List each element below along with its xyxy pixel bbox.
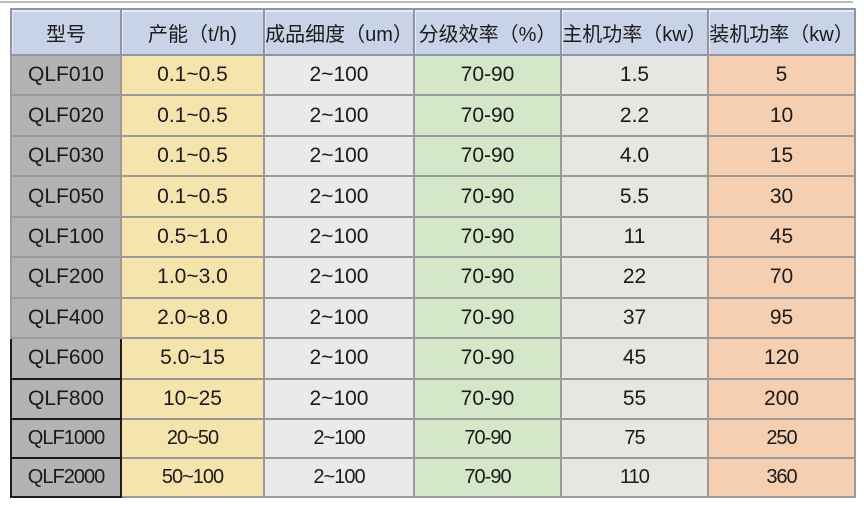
cell-model: QLF050 [10, 175, 122, 218]
cell-main-power: 1.5 [560, 53, 709, 97]
header-row: 型号 产能（t/h) 成品细度（um） 分级效率（%） 主机功率（kw） 装机功… [10, 8, 856, 56]
cell-fineness: 2~100 [263, 215, 415, 259]
table-row: QLF100 0.5~1.0 2~100 70-90 11 45 [10, 215, 856, 259]
cell-capacity: 0.5~1.0 [120, 215, 265, 259]
cell-capacity: 0.1~0.5 [120, 175, 265, 218]
cell-main-power: 22 [560, 256, 709, 299]
cell-efficiency: 70-90 [413, 296, 562, 340]
cell-model: QLF010 [10, 53, 122, 97]
cell-installed-power: 200 [707, 377, 856, 421]
cell-installed-power: 10 [707, 94, 856, 137]
cell-model: QLF800 [10, 377, 122, 421]
cell-installed-power: 95 [707, 296, 856, 340]
cell-efficiency: 70-90 [413, 418, 562, 459]
cell-capacity: 0.1~0.5 [120, 53, 265, 97]
table-row: QLF800 10~25 2~100 70-90 55 200 [10, 377, 856, 421]
cell-main-power: 11 [560, 215, 709, 259]
table-row: QLF010 0.1~0.5 2~100 70-90 1.5 5 [10, 53, 856, 97]
cell-capacity: 1.0~3.0 [120, 256, 265, 299]
table-body: QLF010 0.1~0.5 2~100 70-90 1.5 5 QLF020 … [10, 53, 856, 499]
table-row: QLF2000 50~100 2~100 70-90 110 360 [10, 456, 856, 499]
cell-fineness: 2~100 [263, 256, 415, 299]
cell-efficiency: 70-90 [413, 377, 562, 421]
table-header: 型号 产能（t/h) 成品细度（um） 分级效率（%） 主机功率（kw） 装机功… [10, 8, 856, 56]
cell-model: QLF100 [10, 215, 122, 259]
cell-installed-power: 45 [707, 215, 856, 259]
cell-fineness: 2~100 [263, 377, 415, 421]
cell-capacity: 5.0~15 [120, 337, 265, 380]
cell-efficiency: 70-90 [413, 256, 562, 299]
header-efficiency: 分级效率（%） [413, 8, 562, 56]
cell-model: QLF020 [10, 94, 122, 137]
table-row: QLF600 5.0~15 2~100 70-90 45 120 [10, 337, 856, 380]
cell-model: QLF200 [10, 256, 122, 299]
cell-main-power: 4.0 [560, 134, 709, 178]
cell-capacity: 50~100 [120, 456, 265, 499]
cell-fineness: 2~100 [263, 456, 415, 499]
header-fineness: 成品细度（um） [263, 8, 415, 56]
header-main-power: 主机功率（kw） [560, 8, 709, 56]
cell-installed-power: 5 [707, 53, 856, 97]
table-row: QLF400 2.0~8.0 2~100 70-90 37 95 [10, 296, 856, 340]
cell-capacity: 0.1~0.5 [120, 94, 265, 137]
cell-efficiency: 70-90 [413, 337, 562, 380]
cell-main-power: 45 [560, 337, 709, 380]
table-row: QLF050 0.1~0.5 2~100 70-90 5.5 30 [10, 175, 856, 218]
cell-model: QLF1000 [10, 418, 122, 459]
table-row: QLF020 0.1~0.5 2~100 70-90 2.2 10 [10, 94, 856, 137]
cell-efficiency: 70-90 [413, 94, 562, 137]
cell-installed-power: 30 [707, 175, 856, 218]
table-row: QLF1000 20~50 2~100 70-90 75 250 [10, 418, 856, 459]
cell-main-power: 5.5 [560, 175, 709, 218]
cell-main-power: 2.2 [560, 94, 709, 137]
product-spec-table: 型号 产能（t/h) 成品细度（um） 分级效率（%） 主机功率（kw） 装机功… [10, 8, 856, 499]
cell-installed-power: 120 [707, 337, 856, 380]
table-row: QLF200 1.0~3.0 2~100 70-90 22 70 [10, 256, 856, 299]
cell-capacity: 10~25 [120, 377, 265, 421]
cell-model: QLF600 [10, 337, 122, 380]
top-divider-rule [0, 1, 853, 3]
table-row: QLF030 0.1~0.5 2~100 70-90 4.0 15 [10, 134, 856, 178]
cell-efficiency: 70-90 [413, 53, 562, 97]
cell-fineness: 2~100 [263, 337, 415, 380]
cell-efficiency: 70-90 [413, 456, 562, 499]
cell-efficiency: 70-90 [413, 134, 562, 178]
cell-main-power: 110 [560, 456, 709, 499]
cell-model: QLF030 [10, 134, 122, 178]
cell-efficiency: 70-90 [413, 215, 562, 259]
cell-main-power: 55 [560, 377, 709, 421]
cell-model: QLF2000 [10, 456, 122, 499]
cell-fineness: 2~100 [263, 418, 415, 459]
cell-efficiency: 70-90 [413, 175, 562, 218]
cell-installed-power: 250 [707, 418, 856, 459]
cell-capacity: 0.1~0.5 [120, 134, 265, 178]
cell-fineness: 2~100 [263, 94, 415, 137]
cell-installed-power: 360 [707, 456, 856, 499]
cell-model: QLF400 [10, 296, 122, 340]
header-model: 型号 [10, 8, 122, 56]
cell-main-power: 37 [560, 296, 709, 340]
header-capacity: 产能（t/h) [120, 8, 265, 56]
cell-fineness: 2~100 [263, 53, 415, 97]
cell-installed-power: 15 [707, 134, 856, 178]
header-installed-power: 装机功率（kw） [707, 8, 856, 56]
cell-fineness: 2~100 [263, 296, 415, 340]
cell-main-power: 75 [560, 418, 709, 459]
cell-installed-power: 70 [707, 256, 856, 299]
cell-fineness: 2~100 [263, 175, 415, 218]
cell-fineness: 2~100 [263, 134, 415, 178]
cell-capacity: 20~50 [120, 418, 265, 459]
cell-capacity: 2.0~8.0 [120, 296, 265, 340]
